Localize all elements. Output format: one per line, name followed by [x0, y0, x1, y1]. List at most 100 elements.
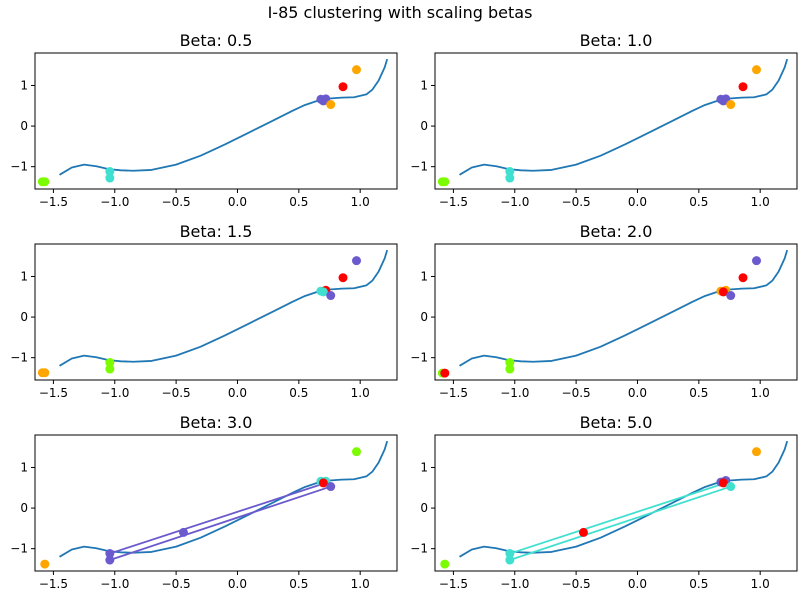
x-tick-label: −0.5 — [162, 577, 191, 591]
data-point — [718, 287, 728, 297]
y-tick-label: −1 — [10, 542, 28, 556]
y-tick-label: 0 — [20, 119, 28, 133]
x-tick-label: 0.0 — [228, 386, 247, 400]
x-tick-label: −0.5 — [562, 195, 591, 209]
data-point — [352, 447, 362, 457]
axes-frame — [434, 243, 798, 381]
data-point — [105, 167, 115, 177]
data-point — [326, 100, 336, 110]
cluster-segment — [109, 485, 332, 561]
y-tick-label: −1 — [410, 160, 428, 174]
subplot-4: Beta: 2.0 −1.5 −1.0 −0.5 0.0 0.5 1.0 −1 0 1 — [410, 222, 798, 400]
data-point — [505, 358, 515, 368]
data-point — [752, 65, 762, 75]
data-point — [752, 447, 762, 457]
x-tick-label: 1.0 — [751, 386, 770, 400]
x-tick-label: −1.0 — [100, 386, 129, 400]
x-tick-label: −1.5 — [39, 386, 68, 400]
data-point — [505, 167, 515, 177]
x-tick-label: 1.0 — [751, 195, 770, 209]
data-point — [352, 256, 362, 266]
data-point — [338, 273, 348, 283]
x-tick-label: −0.5 — [162, 386, 191, 400]
y-tick-label: 1 — [420, 460, 428, 474]
data-point — [40, 559, 50, 569]
plot-area — [440, 440, 789, 569]
data-point — [505, 173, 515, 183]
subplot-6: Beta: 5.0 −1.5 −1.0 −0.5 0.0 0.5 1.0 −1 0 1 — [410, 413, 798, 591]
x-tick-label: 0.0 — [628, 195, 647, 209]
data-point — [105, 173, 115, 183]
data-point — [105, 549, 115, 559]
cluster-segment — [509, 482, 727, 555]
x-tick-label: −0.5 — [562, 577, 591, 591]
data-point — [105, 555, 115, 565]
x-tick-label: −1.5 — [39, 577, 68, 591]
x-tick-label: 1.0 — [351, 195, 370, 209]
x-tick-label: −1.5 — [439, 386, 468, 400]
data-point — [726, 291, 736, 301]
plot-area — [37, 249, 389, 378]
x-tick-label: 0.5 — [689, 195, 708, 209]
plot-area — [37, 58, 389, 187]
x-tick-label: −1.0 — [500, 386, 529, 400]
subplot-2: Beta: 1.0 −1.5 −1.0 −0.5 0.0 0.5 1.0 −1 0 1 — [410, 31, 798, 209]
data-point — [105, 364, 115, 374]
data-point — [752, 256, 762, 266]
data-point — [178, 527, 188, 537]
plot-area — [437, 58, 789, 187]
data-point — [738, 82, 748, 92]
data-point — [105, 358, 115, 368]
y-tick-label: 0 — [20, 310, 28, 324]
data-point — [738, 273, 748, 283]
axes-frame — [434, 52, 798, 190]
axes-frame — [434, 434, 798, 572]
x-tick-label: −0.5 — [562, 386, 591, 400]
data-point — [726, 482, 736, 492]
data-point — [37, 177, 47, 187]
subplot-title: Beta: 5.0 — [580, 413, 653, 432]
cluster-segment — [109, 482, 327, 555]
x-tick-label: 0.5 — [689, 577, 708, 591]
data-point — [37, 368, 47, 378]
x-tick-label: 0.5 — [289, 386, 308, 400]
x-tick-label: 1.0 — [351, 386, 370, 400]
data-point — [726, 100, 736, 110]
x-tick-label: 0.0 — [628, 577, 647, 591]
data-point — [318, 287, 328, 297]
x-tick-label: 0.0 — [628, 386, 647, 400]
axes-frame — [34, 52, 398, 190]
plot-area — [40, 440, 389, 569]
y-tick-label: 0 — [420, 501, 428, 515]
subplot-1: Beta: 0.5 −1.5 −1.0 −0.5 0.0 0.5 1.0 −1 0 1 — [10, 31, 398, 209]
x-tick-label: −1.0 — [100, 577, 129, 591]
subplot-title: Beta: 1.5 — [180, 222, 253, 241]
x-tick-label: −1.0 — [100, 195, 129, 209]
data-point — [505, 555, 515, 565]
y-tick-label: −1 — [410, 351, 428, 365]
x-tick-label: 0.5 — [289, 577, 308, 591]
x-tick-label: −1.0 — [500, 577, 529, 591]
plot-area — [437, 249, 789, 378]
y-tick-label: 1 — [420, 269, 428, 283]
y-tick-label: −1 — [10, 160, 28, 174]
y-tick-label: 1 — [20, 460, 28, 474]
y-tick-label: 0 — [420, 119, 428, 133]
data-point — [578, 527, 588, 537]
x-tick-label: −1.0 — [500, 195, 529, 209]
x-tick-label: 0.5 — [689, 386, 708, 400]
y-tick-label: −1 — [10, 351, 28, 365]
x-tick-label: 0.0 — [228, 577, 247, 591]
x-tick-label: −0.5 — [162, 195, 191, 209]
data-point — [505, 364, 515, 374]
data-point — [318, 478, 328, 488]
data-point — [338, 82, 348, 92]
subplot-title: Beta: 1.0 — [580, 31, 653, 50]
y-tick-label: 0 — [20, 501, 28, 515]
data-point — [326, 482, 336, 492]
x-tick-label: −1.5 — [39, 195, 68, 209]
y-tick-label: 1 — [20, 269, 28, 283]
